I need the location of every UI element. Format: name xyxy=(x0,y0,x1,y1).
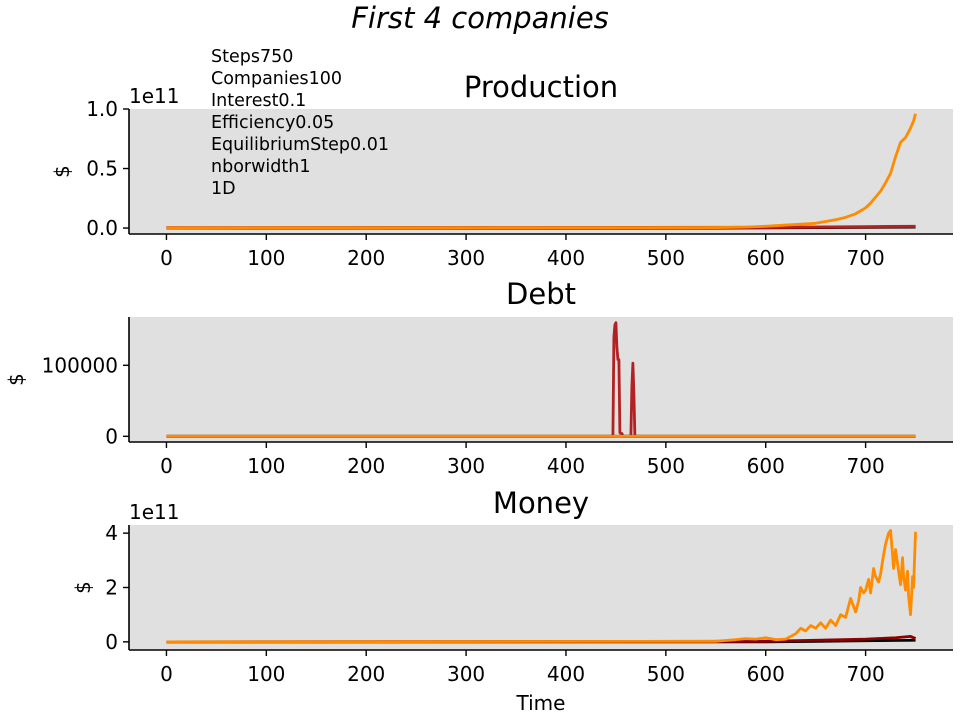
parameter-line: Companies100 xyxy=(211,69,342,89)
x-tick-label: 400 xyxy=(547,454,585,478)
y-tick-label: 0.0 xyxy=(86,216,118,240)
y-axis-label: $ xyxy=(4,373,28,386)
x-tick-label: 700 xyxy=(847,662,885,686)
x-axis-label: Time xyxy=(516,691,566,715)
x-tick-label: 0 xyxy=(160,454,173,478)
x-tick-label: 300 xyxy=(447,454,485,478)
plot-area xyxy=(129,317,953,442)
x-tick-label: 500 xyxy=(647,246,685,270)
y-tick-label: 0 xyxy=(105,424,118,448)
subplot-debt: 0 100 200 300 400 500 600 700 0 100000 Debt $ xyxy=(4,277,953,478)
x-tick-label: 400 xyxy=(547,246,585,270)
series-line-2 xyxy=(166,529,917,644)
x-tick-label: 500 xyxy=(647,662,685,686)
y-axis-label: $ xyxy=(50,165,74,178)
parameter-line: Interest0.1 xyxy=(211,91,306,111)
y-tick-label: 0.5 xyxy=(86,157,118,181)
y-offset-label: 1e11 xyxy=(129,500,179,524)
x-tick-label: 200 xyxy=(347,662,385,686)
x-tick-label: 200 xyxy=(347,246,385,270)
y-tick-label: 2 xyxy=(105,576,118,600)
x-tick-label: 300 xyxy=(447,662,485,686)
parameter-line: Efficiency0.05 xyxy=(211,113,334,133)
subplot-money: 0 100 200 300 400 500 600 700 0 2 4 Money $1e11 Time xyxy=(71,486,953,715)
parameter-line: nborwidth1 xyxy=(211,157,310,177)
x-tick-label: 200 xyxy=(347,454,385,478)
parameter-line: EquilibriumStep0.01 xyxy=(211,135,389,155)
y-tick-label: 0 xyxy=(105,630,118,654)
parameter-annotation: Steps750Companies100Interest0.1Efficienc… xyxy=(211,47,389,199)
x-tick-label: 600 xyxy=(747,246,785,270)
y-axis-label: $ xyxy=(71,581,95,594)
x-tick-label: 100 xyxy=(247,454,285,478)
y-offset-label: 1e11 xyxy=(129,84,179,108)
series-line-1 xyxy=(166,635,917,644)
x-tick-label: 600 xyxy=(747,662,785,686)
y-tick-label: 1.0 xyxy=(86,97,118,121)
subplot-title: Production xyxy=(464,70,618,104)
series-line-0 xyxy=(166,321,916,438)
x-tick-label: 0 xyxy=(160,246,173,270)
x-tick-label: 300 xyxy=(447,246,485,270)
parameter-line: Steps750 xyxy=(211,47,293,67)
x-tick-label: 600 xyxy=(747,454,785,478)
parameter-line: 1D xyxy=(211,179,236,199)
x-tick-label: 400 xyxy=(547,662,585,686)
x-tick-label: 700 xyxy=(847,246,885,270)
x-tick-label: 0 xyxy=(160,662,173,686)
x-tick-label: 500 xyxy=(647,454,685,478)
subplot-production: 0 100 200 300 400 500 600 700 0.0 0.5 1.0 Productio… xyxy=(50,70,953,270)
x-tick-label: 100 xyxy=(247,662,285,686)
subplot-title: Debt xyxy=(506,277,576,311)
subplot-title: Money xyxy=(493,486,589,520)
x-tick-label: 700 xyxy=(847,454,885,478)
x-tick-label: 100 xyxy=(247,246,285,270)
y-tick-label: 100000 xyxy=(42,353,118,377)
figure-suptitle: First 4 companies xyxy=(351,1,609,35)
series-line-3 xyxy=(166,113,917,230)
y-tick-label: 4 xyxy=(105,521,118,545)
plot-area xyxy=(129,109,953,234)
plot-area xyxy=(129,525,953,650)
axes-root: 0 100 200 300 400 500 600 7000.00.51.0Productio… xyxy=(4,70,953,715)
